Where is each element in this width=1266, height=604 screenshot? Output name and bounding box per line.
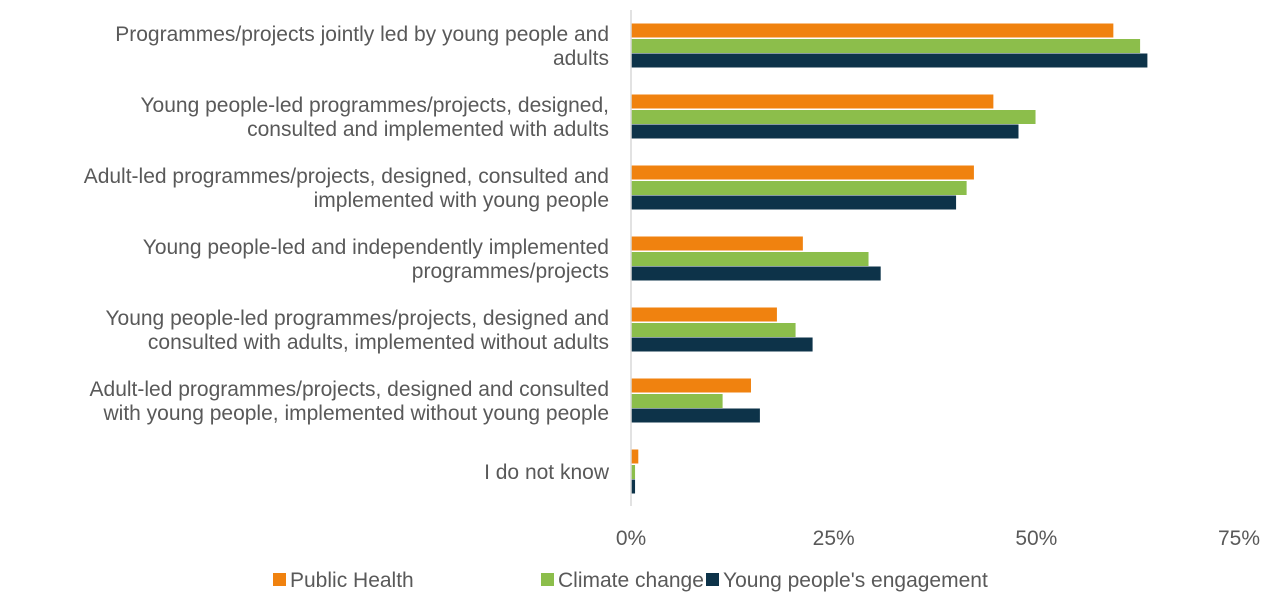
category-label: Young people-led programmes/projects, de… <box>140 94 609 141</box>
bar-public-health <box>631 236 803 251</box>
category-label-line: consulted and implemented with adults <box>247 118 609 141</box>
x-tick-label: 50% <box>1015 527 1057 550</box>
bar-young-people-s-engagement <box>631 479 636 494</box>
bar-public-health <box>631 165 974 180</box>
bar-climate-change <box>631 394 723 408</box>
category-label: Adult-led programmes/projects, designed … <box>90 378 609 425</box>
bar-public-health <box>631 23 1114 38</box>
legend-swatch <box>273 573 286 586</box>
x-tick-label: 75% <box>1218 527 1260 550</box>
bar-public-health <box>631 94 994 109</box>
category-label: Adult-led programmes/projects, designed,… <box>84 165 609 212</box>
bar-young-people-s-engagement <box>631 266 881 281</box>
legend-label: Climate change <box>558 569 704 592</box>
bar-climate-change <box>631 110 1036 124</box>
bar-public-health <box>631 378 751 393</box>
category-labels: Programmes/projects jointly led by young… <box>84 23 610 484</box>
category-label-line: implemented with young people <box>314 189 609 212</box>
x-tick-labels: 0% 25% 50% 75% <box>616 527 1260 550</box>
legend: Public Health Climate change Young people'… <box>273 569 988 592</box>
bar-climate-change <box>631 181 967 195</box>
bars <box>631 23 1148 494</box>
legend-label: Young people's engagement <box>723 569 988 592</box>
category-label-line: I do not know <box>484 461 610 484</box>
legend-swatch <box>541 573 554 586</box>
category-label-line: Young people-led programmes/projects, de… <box>105 307 609 330</box>
legend-label: Public Health <box>290 569 414 592</box>
category-label: Young people-led and independently imple… <box>143 236 609 283</box>
bar-young-people-s-engagement <box>631 337 813 352</box>
bar-climate-change <box>631 39 1141 53</box>
x-tick-label: 25% <box>813 527 855 550</box>
category-label: I do not know <box>484 461 610 484</box>
legend-swatch <box>706 573 719 586</box>
category-label-line: Adult-led programmes/projects, designed,… <box>84 165 609 188</box>
category-label-line: Young people-led and independently imple… <box>143 236 609 259</box>
category-label: Young people-led programmes/projects, de… <box>105 307 609 354</box>
category-label: Programmes/projects jointly led by young… <box>115 23 609 70</box>
category-label-line: Programmes/projects jointly led by young… <box>115 23 609 46</box>
bar-climate-change <box>631 252 869 266</box>
bar-young-people-s-engagement <box>631 124 1019 139</box>
bar-young-people-s-engagement <box>631 195 957 210</box>
category-label-line: Young people-led programmes/projects, de… <box>140 94 609 117</box>
category-label-line: adults <box>553 47 609 70</box>
category-label-line: with young people, implemented without y… <box>102 402 609 425</box>
category-label-line: consulted with adults, implemented witho… <box>148 331 609 354</box>
bar-public-health <box>631 449 639 464</box>
bar-young-people-s-engagement <box>631 408 760 423</box>
bar-young-people-s-engagement <box>631 53 1148 68</box>
bar-climate-change <box>631 323 796 337</box>
bar-public-health <box>631 307 777 322</box>
x-tick-label: 0% <box>616 527 646 550</box>
category-label-line: Adult-led programmes/projects, designed … <box>90 378 609 401</box>
bar-climate-change <box>631 465 636 479</box>
category-label-line: programmes/projects <box>412 260 609 283</box>
